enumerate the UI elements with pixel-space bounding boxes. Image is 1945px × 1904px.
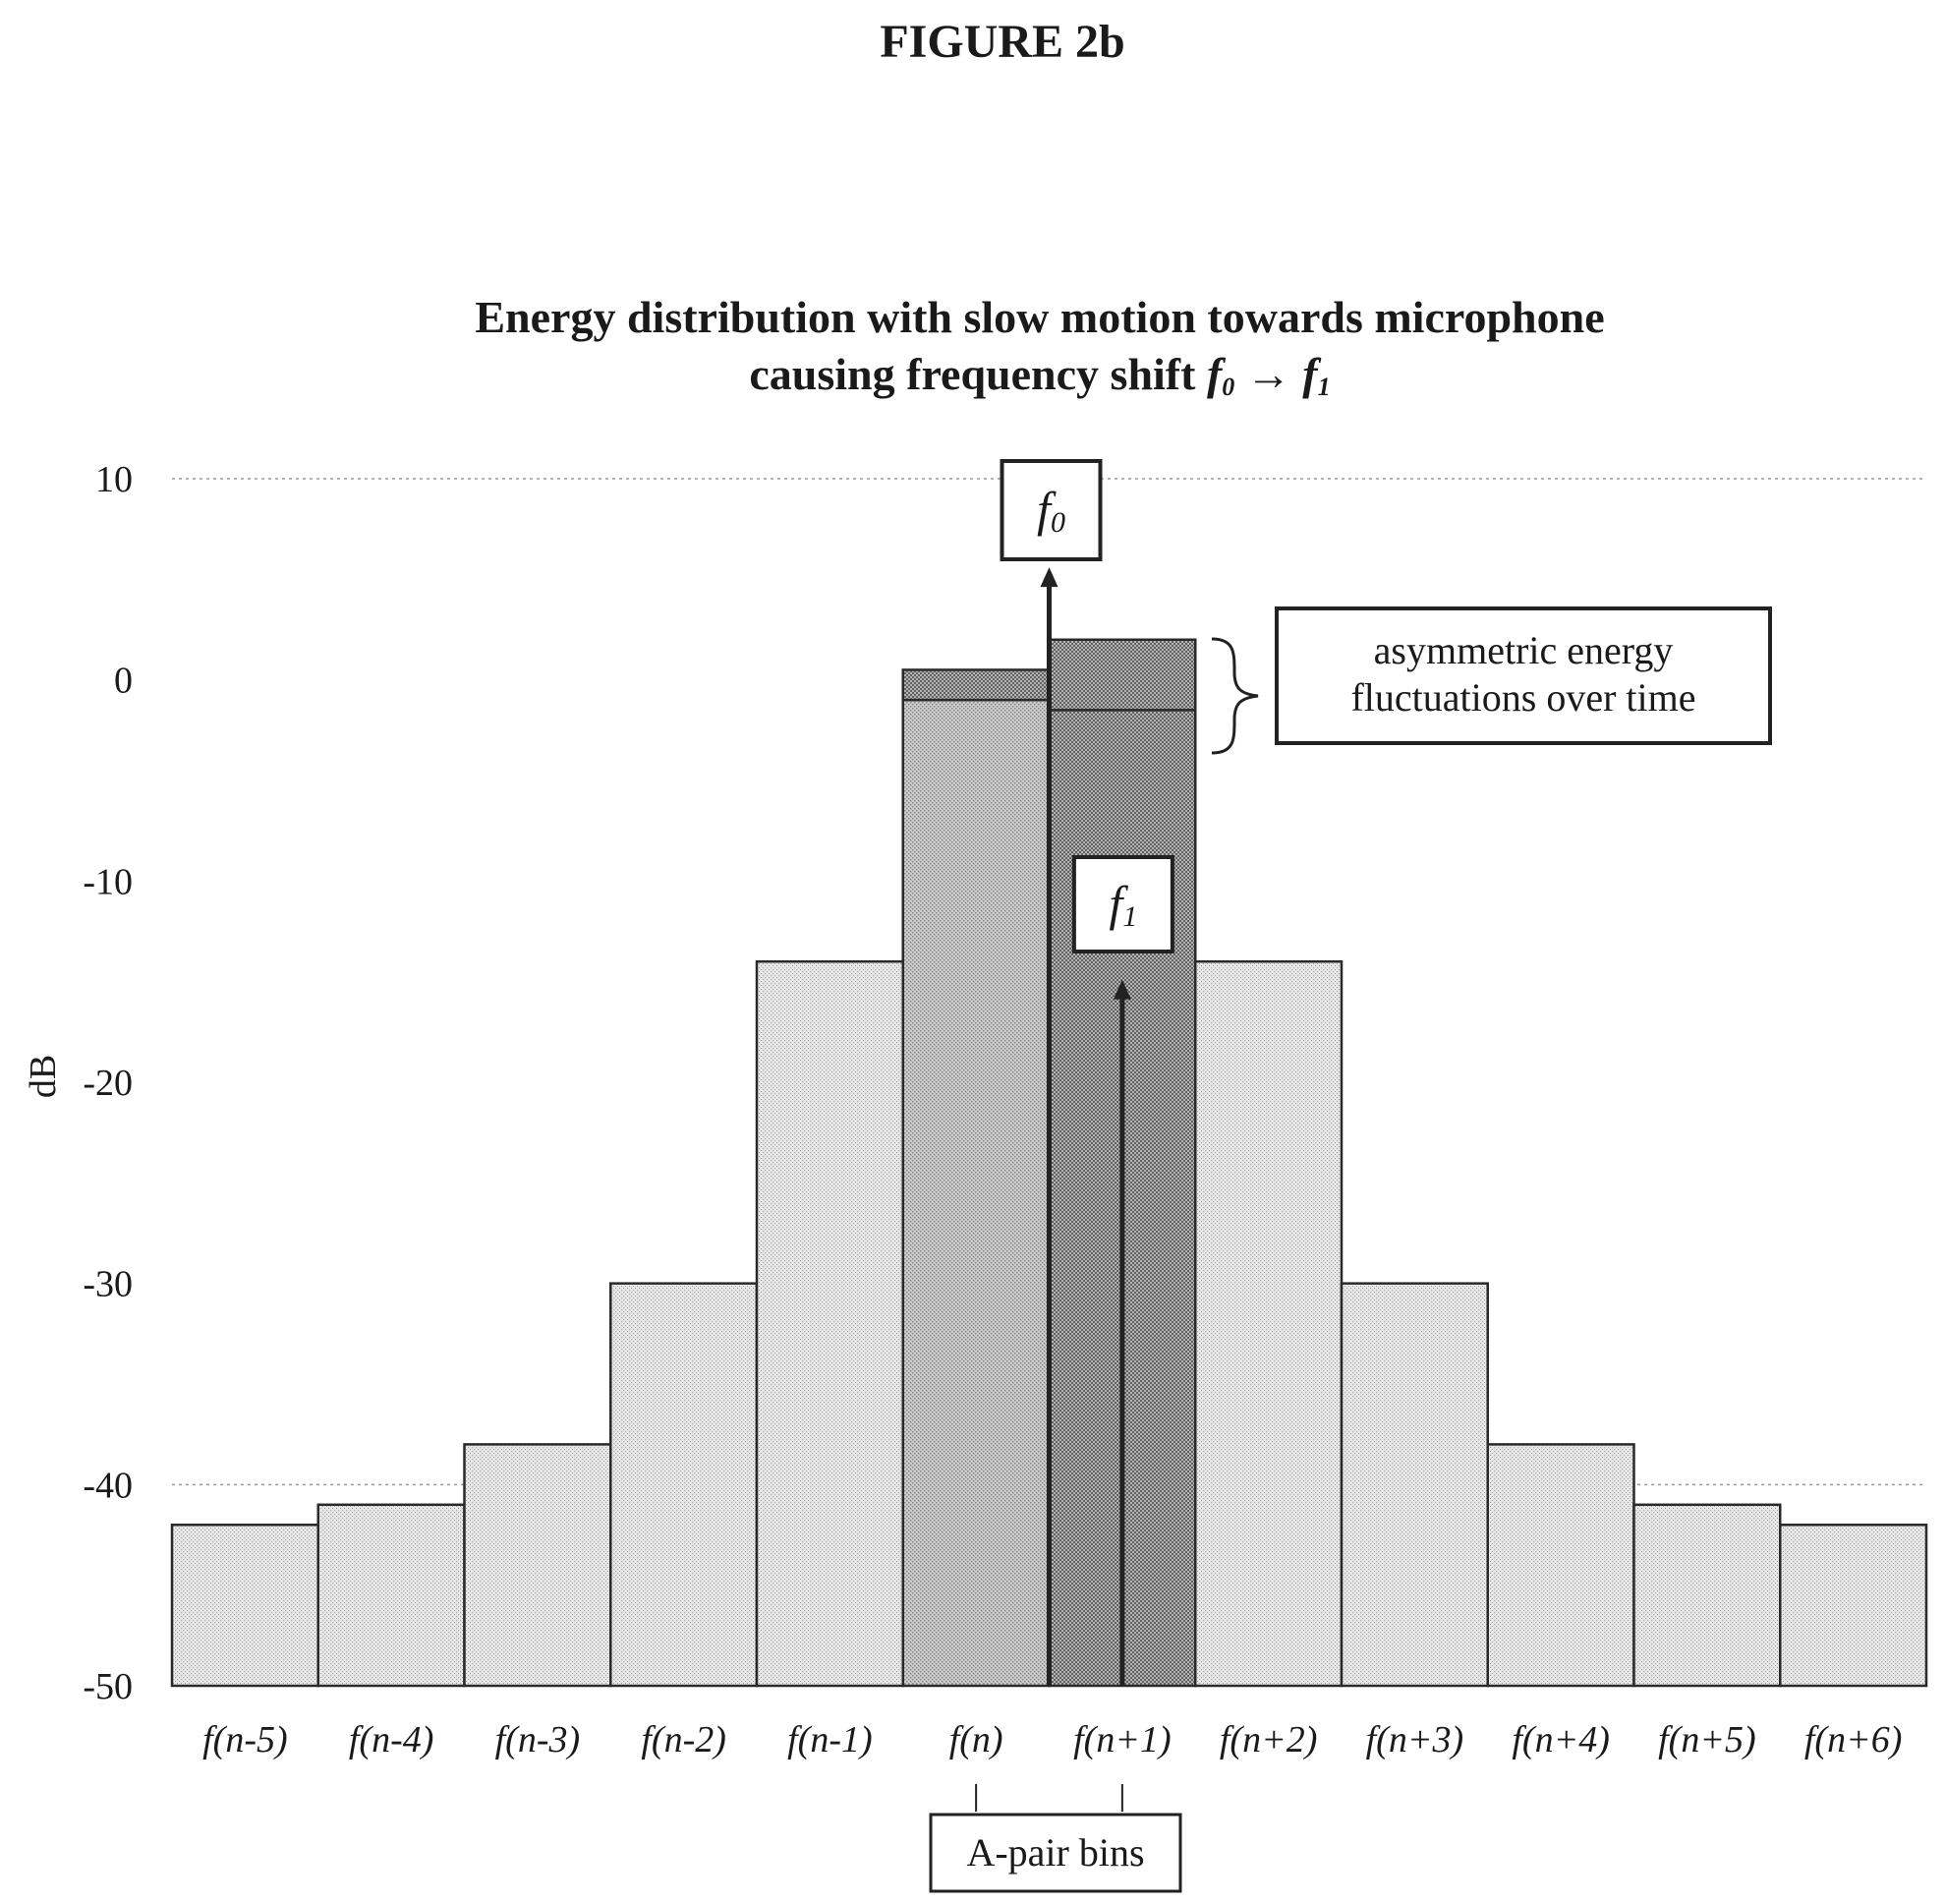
figure-label: FIGURE 2b <box>880 16 1124 68</box>
bar <box>755 959 904 1688</box>
y-tick-label: -40 <box>83 1465 133 1506</box>
f0-box <box>1000 459 1103 561</box>
x-tick-layer: f(n-5) f(n-4) f(n-3) f(n-2) f(n-1) f(n) f(n+1)… <box>202 1719 1902 1760</box>
x-tick-label: f(n) <box>949 1719 1003 1760</box>
x-tick-label: f(n+1) <box>1073 1719 1172 1760</box>
chart-title-line-2: causing frequency shift f0 → f1 <box>749 349 1330 401</box>
x-tick-label: f(n+4) <box>1512 1719 1610 1760</box>
bar <box>1779 1524 1928 1688</box>
f1-box <box>1071 855 1174 953</box>
y-tick-label: -10 <box>83 861 133 902</box>
y-tick-label: -50 <box>83 1666 133 1707</box>
y-tick-label: 0 <box>114 661 133 702</box>
bar <box>1632 1503 1782 1688</box>
y-axis-label: dB <box>23 1055 64 1098</box>
x-tick-label: f(n+2) <box>1220 1719 1318 1760</box>
pair-label: A-pair bins <box>966 1830 1144 1875</box>
bar <box>1194 959 1344 1688</box>
fluctuation-brace <box>1211 637 1259 755</box>
y-tick-label: -30 <box>83 1264 133 1305</box>
x-tick-label: f(n-5) <box>202 1719 288 1760</box>
bar <box>316 1503 466 1688</box>
y-tick-layer: 10 0 -10 -20 -30 -40 -50 <box>83 459 133 1707</box>
bar <box>463 1443 612 1688</box>
x-tick-label: f(n-3) <box>495 1719 581 1760</box>
x-tick-label: f(n+6) <box>1804 1719 1903 1760</box>
bar <box>1340 1282 1489 1688</box>
x-tick-label: f(n+5) <box>1658 1719 1756 1760</box>
bar <box>170 1524 319 1688</box>
bar <box>1486 1443 1635 1688</box>
y-tick-label: -20 <box>83 1063 133 1104</box>
pair-box <box>929 1813 1182 1893</box>
f1-arrowhead <box>1113 979 1131 1000</box>
fluctuation-text-line-1: asymmetric energy <box>1374 628 1674 672</box>
x-tick-label: f(n+3) <box>1366 1719 1464 1760</box>
f0-arrowhead <box>1040 567 1058 588</box>
fluctuation-box <box>1275 606 1772 745</box>
x-tick-label: f(n-4) <box>349 1719 434 1760</box>
x-tick-label: f(n-2) <box>641 1719 726 1760</box>
bar <box>901 698 1051 1688</box>
fluctuation-text-line-2: fluctuations over time <box>1350 675 1695 720</box>
y-tick-label: 10 <box>95 459 133 500</box>
fluctuation-band <box>901 668 1051 702</box>
bar <box>609 1282 759 1688</box>
fluctuation-band <box>1048 638 1197 712</box>
x-tick-label: f(n-1) <box>787 1719 873 1760</box>
chart-title-line-1: Energy distribution with slow motion tow… <box>475 292 1604 342</box>
